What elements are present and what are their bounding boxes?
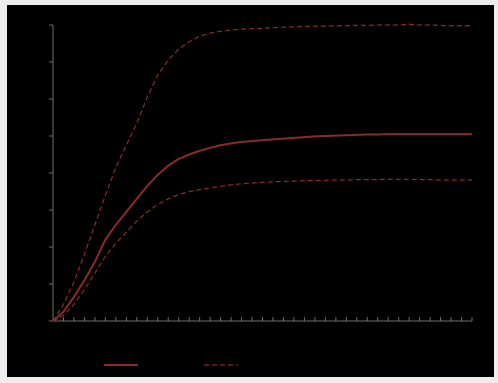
chart-panel xyxy=(7,5,494,377)
line-chart xyxy=(49,23,473,366)
chart-axes xyxy=(49,24,473,322)
series-line-dashed xyxy=(52,23,472,322)
series-line-dashed xyxy=(52,178,472,322)
chart-series xyxy=(52,23,472,322)
series-line-solid xyxy=(52,133,472,322)
